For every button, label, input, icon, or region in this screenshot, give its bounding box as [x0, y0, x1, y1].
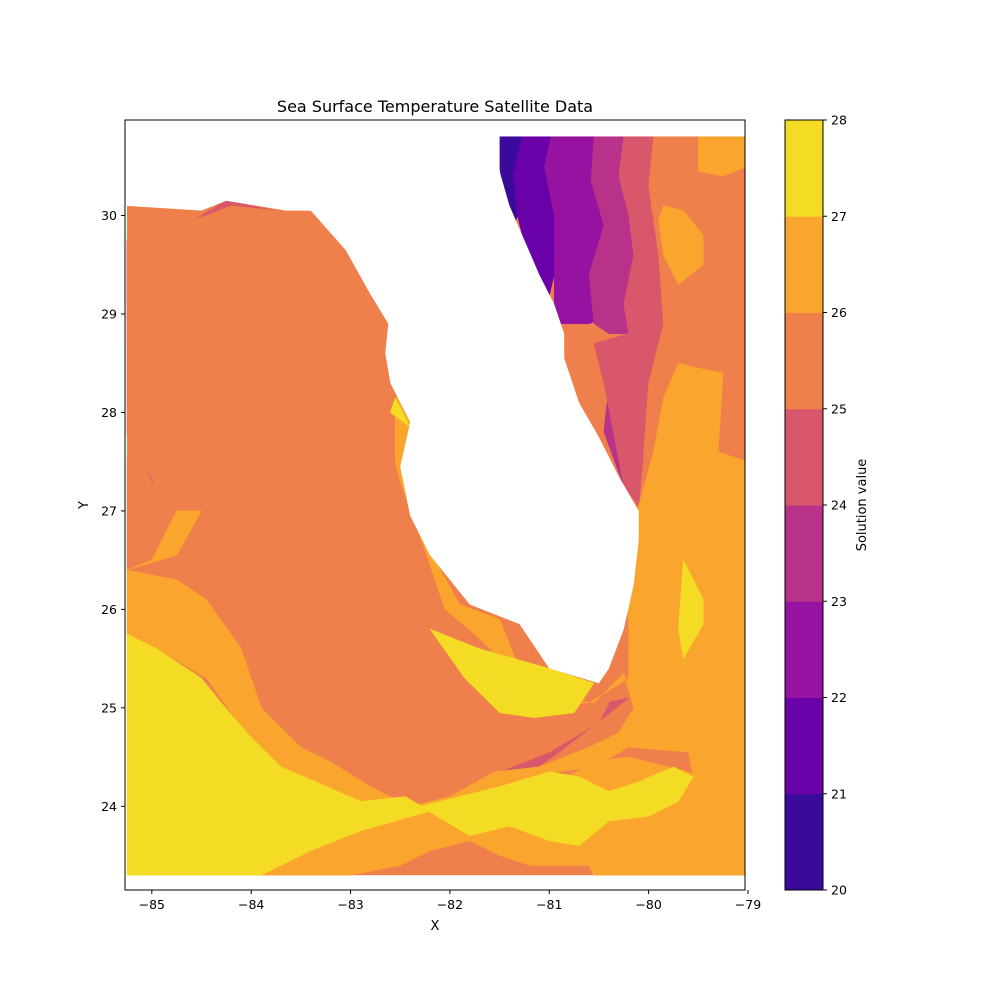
x-axis-label: X — [431, 919, 440, 934]
colorbar-tick-label: 24 — [831, 498, 847, 513]
contour-region — [126, 510, 202, 571]
colorbar-tick-label: 22 — [831, 690, 847, 705]
y-tick-label: 25 — [101, 700, 117, 715]
y-tick-label: 30 — [101, 208, 117, 223]
colorbar-band — [785, 505, 823, 602]
colorbar-band — [785, 793, 823, 891]
y-tick-label: 27 — [101, 503, 117, 518]
colorbar-band — [785, 120, 823, 217]
x-tick-label: −80 — [635, 897, 661, 912]
colorbar-band — [785, 216, 823, 313]
plot-frame — [124, 119, 746, 891]
colorbar-tick-label: 27 — [831, 209, 847, 224]
x-tick-label: −79 — [735, 897, 761, 912]
contour-region — [126, 633, 431, 876]
x-tick-label: −81 — [536, 897, 562, 912]
contour-region — [698, 136, 745, 177]
x-axis: −85 −84 −83 −82 −81 −80 −79 — [139, 890, 761, 912]
y-tick-label: 24 — [101, 799, 117, 814]
contour-region — [390, 397, 411, 428]
plot-area — [125, 120, 745, 876]
y-axis-label: Y — [77, 501, 92, 510]
y-tick-label: 29 — [101, 306, 117, 321]
colorbar-tick-label: 23 — [831, 594, 847, 609]
colorbar-band — [785, 312, 823, 410]
x-tick-label: −82 — [437, 897, 463, 912]
colorbar — [785, 120, 823, 891]
colorbar-ticks: 20 21 22 23 24 25 26 27 28 — [823, 113, 847, 898]
y-tick-label: 26 — [101, 602, 117, 617]
colorbar-tick-label: 28 — [831, 113, 847, 128]
colorbar-tick-label: 20 — [831, 883, 847, 898]
contour-region — [419, 766, 694, 846]
x-tick-label: −83 — [337, 897, 363, 912]
colorbar-tick-label: 25 — [831, 401, 847, 416]
colorbar-band — [785, 697, 823, 795]
contour-region — [126, 456, 207, 581]
x-tick-label: −84 — [238, 897, 264, 912]
contour-region — [658, 205, 704, 285]
contour-region — [678, 559, 704, 660]
chart-title: Sea Surface Temperature Satellite Data — [277, 97, 593, 116]
land-mask — [125, 120, 639, 684]
contour-region — [429, 628, 595, 718]
y-axis: 24 25 26 27 28 29 30 — [101, 208, 125, 814]
colorbar-tick-label: 26 — [831, 305, 847, 320]
colorbar-band — [785, 408, 823, 506]
colorbar-label: Solution value — [855, 459, 870, 552]
y-tick-label: 28 — [101, 405, 117, 420]
colorbar-tick-label: 21 — [831, 786, 847, 801]
colorbar-band — [785, 601, 823, 698]
x-tick-label: −85 — [139, 897, 165, 912]
